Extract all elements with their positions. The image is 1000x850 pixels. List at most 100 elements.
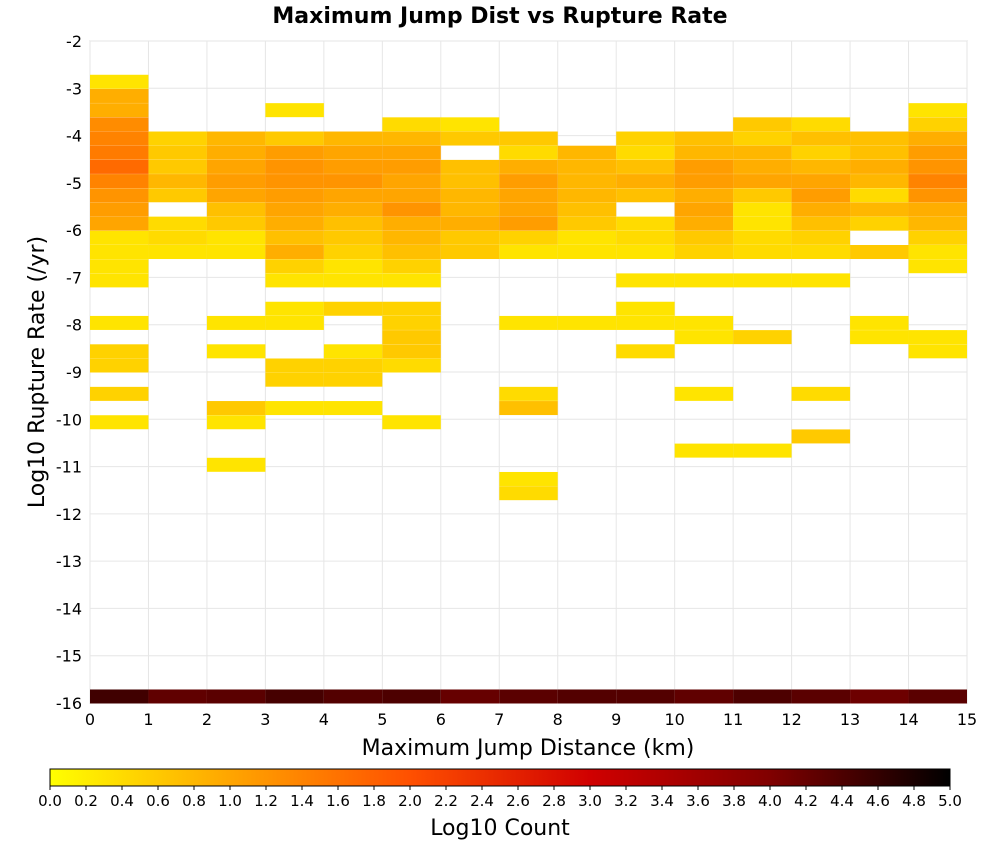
heatmap-cell bbox=[382, 202, 441, 217]
colorbar-tick-label: 4.0 bbox=[758, 792, 782, 810]
heatmap-cell bbox=[791, 159, 851, 174]
x-tick-label: 11 bbox=[723, 710, 743, 729]
heatmap-cell bbox=[908, 216, 967, 231]
heatmap-cell bbox=[908, 117, 967, 132]
heatmap-cell bbox=[440, 230, 500, 245]
heatmap-cell bbox=[908, 159, 967, 174]
heatmap-cell bbox=[499, 174, 558, 189]
heatmap-cell bbox=[557, 216, 617, 231]
heatmap-cell bbox=[557, 315, 617, 330]
heatmap-cell bbox=[148, 131, 207, 146]
x-tick-label: 15 bbox=[957, 710, 977, 729]
heatmap-cell bbox=[791, 117, 851, 132]
heatmap-cell bbox=[616, 273, 675, 288]
colorbar-tick-label: 4.6 bbox=[866, 792, 890, 810]
heatmap-cell bbox=[206, 457, 266, 472]
heatmap-cell bbox=[323, 273, 383, 288]
heatmap-cell bbox=[674, 689, 734, 704]
heatmap-cell bbox=[206, 131, 266, 146]
colorbar-tick-label: 1.8 bbox=[362, 792, 386, 810]
colorbar-tick-label: 2.2 bbox=[434, 792, 458, 810]
heatmap-cell bbox=[148, 216, 207, 231]
colorbar-tick-label: 5.0 bbox=[938, 792, 962, 810]
x-axis-label: Maximum Jump Distance (km) bbox=[362, 736, 695, 761]
x-tick-label: 12 bbox=[781, 710, 801, 729]
heatmap-cell bbox=[323, 230, 383, 245]
heatmap-cell bbox=[557, 689, 617, 704]
heatmap-cell bbox=[674, 386, 734, 401]
y-tick-label: -15 bbox=[56, 647, 82, 666]
heatmap-cell bbox=[90, 358, 149, 373]
heatmap-cell bbox=[674, 273, 734, 288]
y-tick-label: -9 bbox=[66, 363, 82, 382]
heatmap-cell bbox=[440, 245, 500, 260]
heatmap-cell bbox=[674, 159, 734, 174]
y-tick-label: -14 bbox=[56, 599, 82, 618]
heatmap-cell bbox=[616, 245, 675, 260]
heatmap-cell bbox=[440, 174, 500, 189]
heatmap-cell bbox=[440, 131, 500, 146]
heatmap-cell bbox=[616, 216, 675, 231]
y-tick-label: -11 bbox=[56, 458, 82, 477]
heatmap-cells bbox=[90, 74, 967, 704]
heatmap-cell bbox=[557, 188, 617, 203]
heatmap-cell bbox=[674, 245, 734, 260]
heatmap-cell bbox=[908, 188, 967, 203]
x-tick-label: 1 bbox=[143, 710, 153, 729]
heatmap-cell bbox=[674, 131, 734, 146]
heatmap-cell bbox=[616, 174, 675, 189]
heatmap-cell bbox=[791, 216, 851, 231]
heatmap-cell bbox=[382, 259, 441, 274]
heatmap-cell bbox=[499, 401, 558, 416]
heatmap-cell bbox=[90, 259, 149, 274]
y-tick-label: -16 bbox=[56, 694, 82, 713]
heatmap-cell bbox=[733, 188, 792, 203]
heatmap-cell bbox=[908, 230, 967, 245]
colorbar-tick-label: 0.0 bbox=[38, 792, 62, 810]
y-tick-label: -13 bbox=[56, 552, 82, 571]
heatmap-cell bbox=[206, 202, 266, 217]
heatmap-cell bbox=[206, 245, 266, 260]
heatmap-cell bbox=[850, 159, 909, 174]
heatmap-cell bbox=[616, 301, 675, 316]
heatmap-cell bbox=[499, 188, 558, 203]
heatmap-cell bbox=[674, 216, 734, 231]
heatmap-cell bbox=[323, 259, 383, 274]
x-tick-label: 4 bbox=[319, 710, 329, 729]
heatmap-cell bbox=[382, 216, 441, 231]
heatmap-cell bbox=[674, 202, 734, 217]
heatmap-cell bbox=[616, 230, 675, 245]
heatmap-cell bbox=[382, 358, 441, 373]
heatmap-cell bbox=[265, 301, 324, 316]
heatmap-cell bbox=[90, 216, 149, 231]
heatmap-cell bbox=[674, 188, 734, 203]
colorbar-tick-label: 3.0 bbox=[578, 792, 602, 810]
heatmap-cell bbox=[791, 386, 851, 401]
colorbar-tick-label: 0.6 bbox=[146, 792, 170, 810]
heatmap-cell bbox=[440, 117, 500, 132]
heatmap-cell bbox=[148, 230, 207, 245]
heatmap-cell bbox=[733, 330, 792, 345]
heatmap-cell bbox=[90, 689, 149, 704]
y-tick-label: -4 bbox=[66, 127, 82, 146]
heatmap-cell bbox=[90, 344, 149, 359]
heatmap-cell bbox=[323, 401, 383, 416]
y-tick-label: -7 bbox=[66, 268, 82, 287]
heatmap-cell bbox=[733, 117, 792, 132]
heatmap-cell bbox=[265, 689, 324, 704]
heatmap-cell bbox=[148, 689, 207, 704]
colorbar-tick-label: 2.8 bbox=[542, 792, 566, 810]
colorbar-tick-label: 3.6 bbox=[686, 792, 710, 810]
heatmap-cell bbox=[265, 315, 324, 330]
heatmap-cell bbox=[908, 259, 967, 274]
heatmap-cell bbox=[148, 245, 207, 260]
heatmap-cell bbox=[499, 471, 558, 486]
heatmap-cell bbox=[206, 216, 266, 231]
heatmap-cell bbox=[499, 245, 558, 260]
heatmap-cell bbox=[206, 344, 266, 359]
heatmap-cell bbox=[382, 415, 441, 430]
heatmap-cell bbox=[616, 344, 675, 359]
heatmap-cell bbox=[440, 159, 500, 174]
y-tick-label: -3 bbox=[66, 79, 82, 98]
